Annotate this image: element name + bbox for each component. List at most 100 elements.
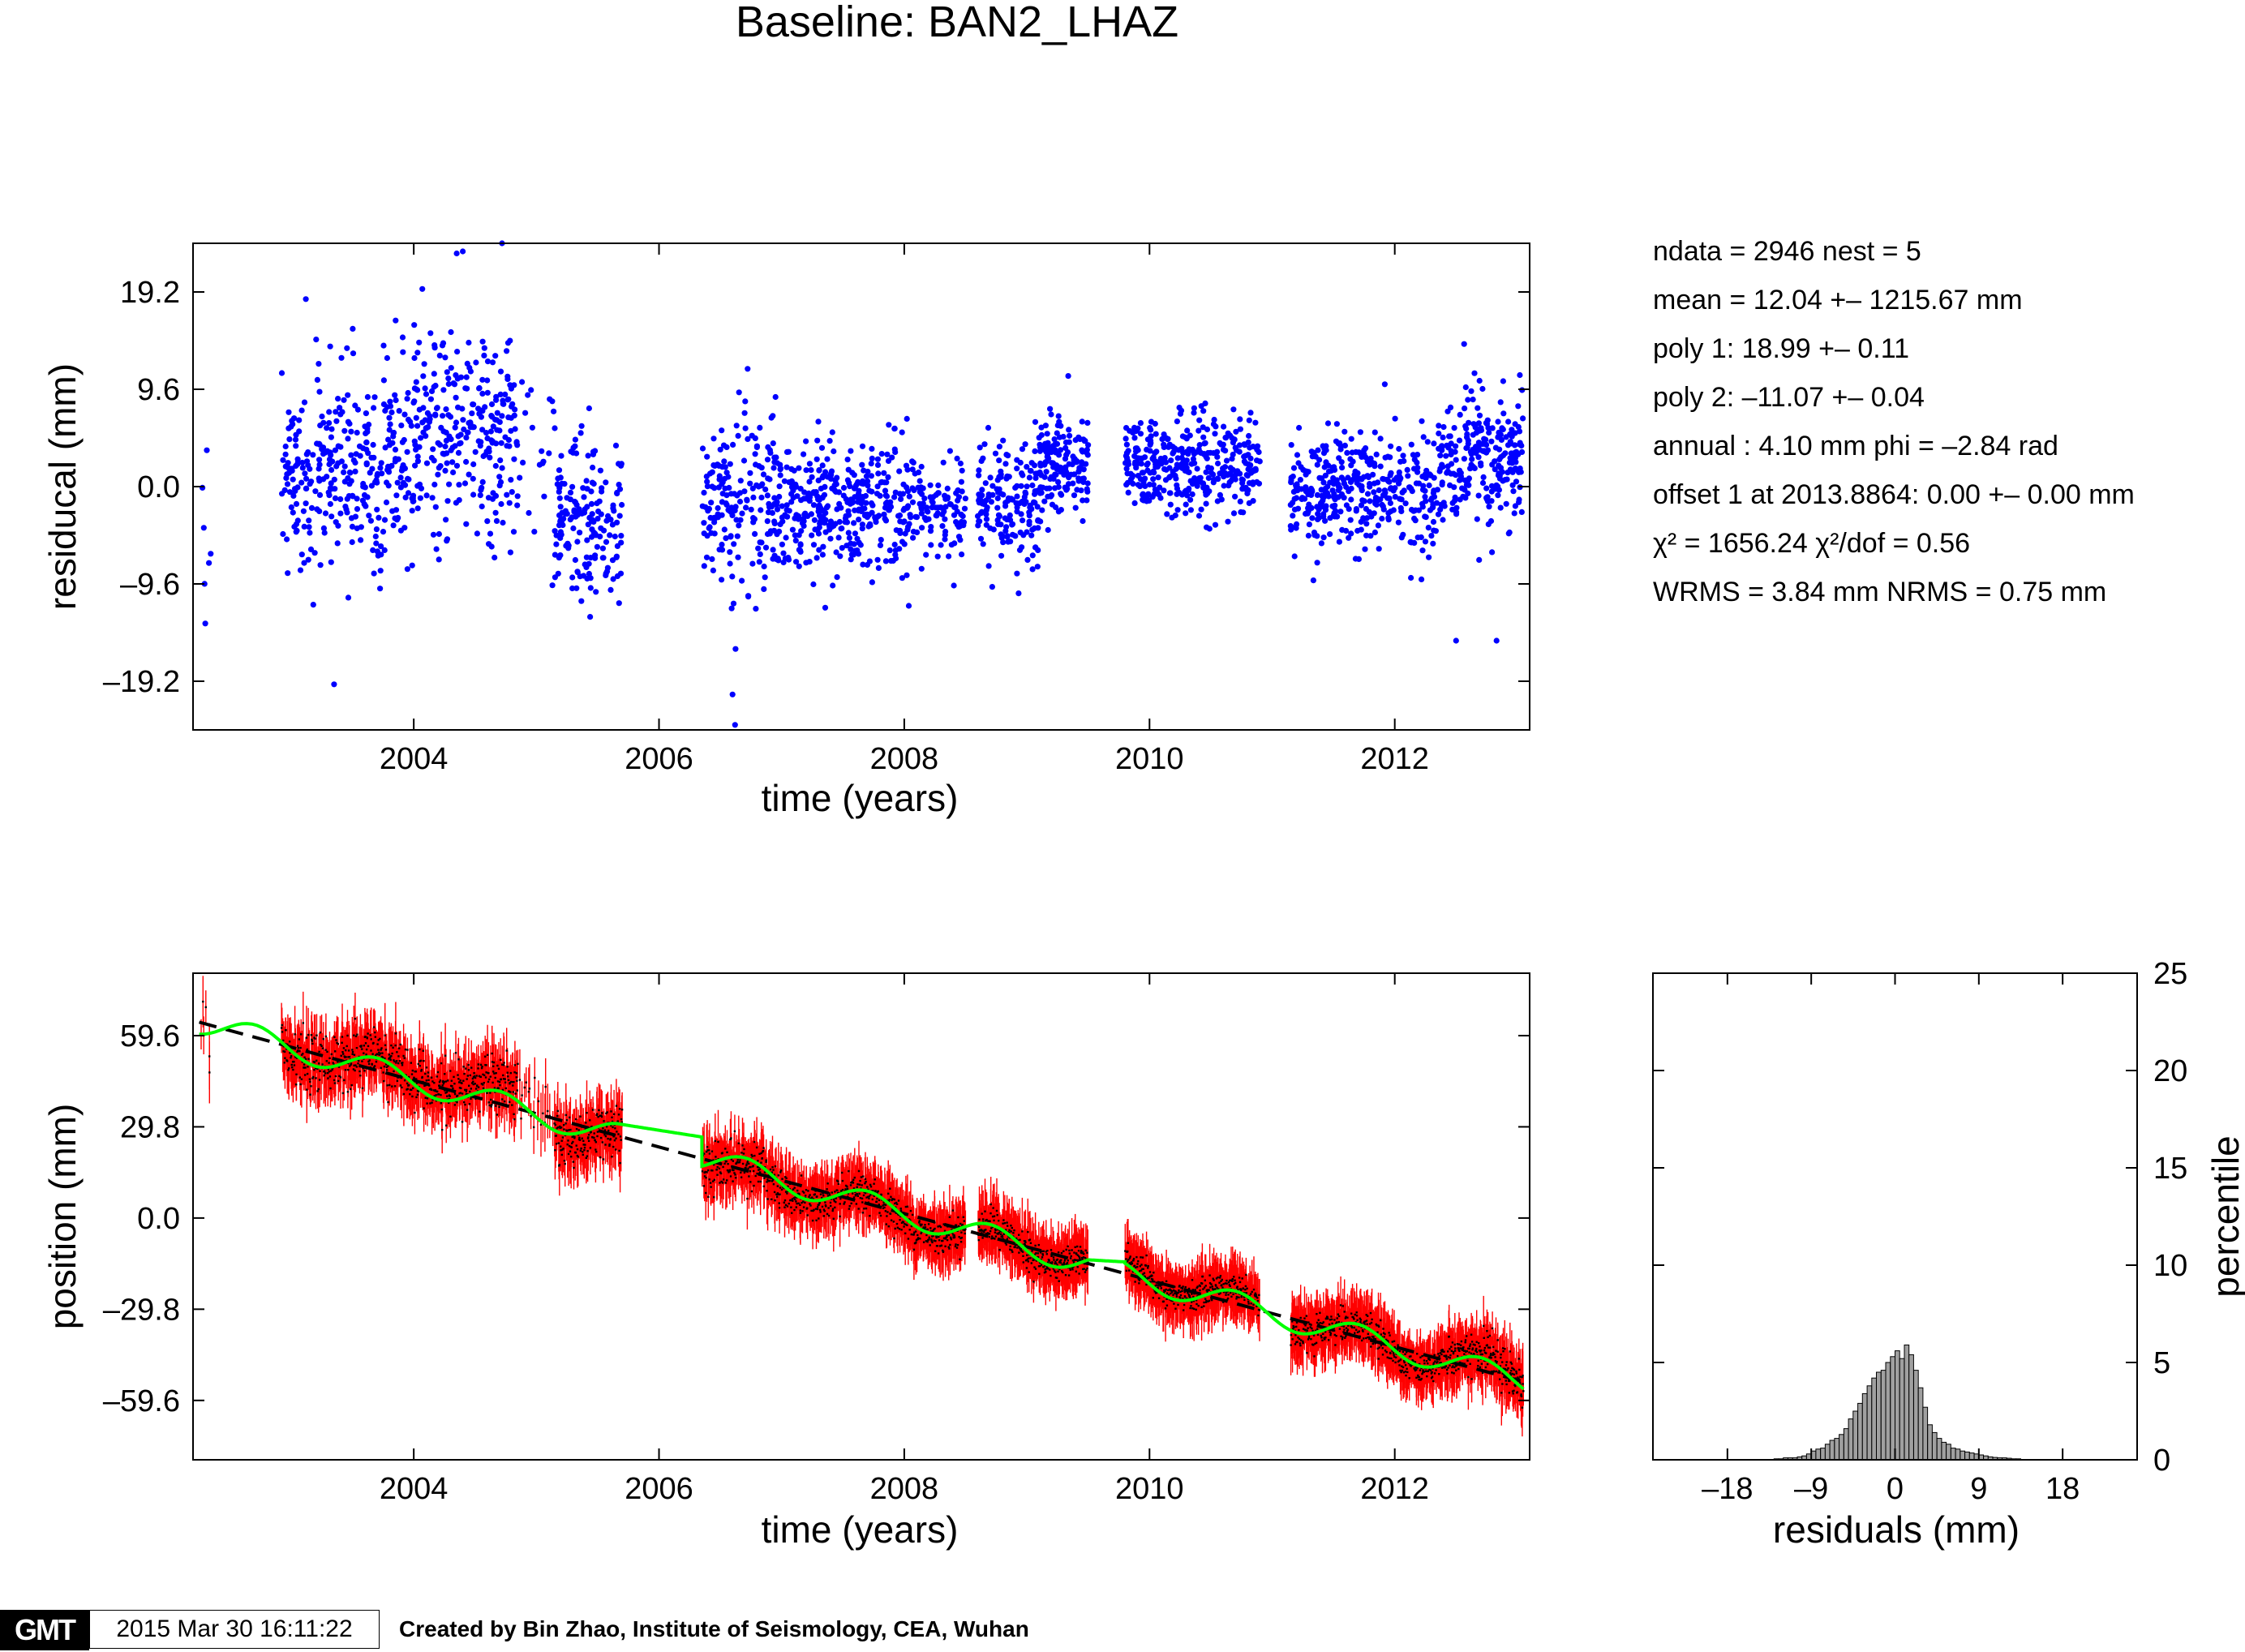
- residual-point: [607, 586, 614, 594]
- residual-point: [394, 479, 401, 486]
- residual-point: [1452, 448, 1458, 455]
- residual-point: [453, 250, 460, 257]
- residual-point: [874, 556, 881, 563]
- residual-point: [1500, 378, 1506, 384]
- residual-point: [1191, 410, 1197, 416]
- residual-point: [613, 553, 620, 560]
- residual-point: [1376, 546, 1382, 552]
- residual-point: [345, 392, 351, 398]
- residual-point: [866, 558, 873, 564]
- residual-point: [1140, 496, 1146, 503]
- residual-point: [346, 469, 353, 476]
- residual-point: [352, 402, 358, 409]
- residual-point: [744, 497, 750, 504]
- residual-point: [1246, 417, 1252, 423]
- residual-point: [423, 425, 430, 431]
- residual-point: [792, 532, 798, 539]
- residual-point: [952, 504, 959, 510]
- residual-point: [946, 553, 952, 560]
- residual-point: [470, 475, 476, 482]
- residual-point: [1041, 474, 1048, 480]
- residual-point: [819, 551, 826, 558]
- residual-point: [350, 493, 356, 500]
- residual-point: [600, 527, 607, 534]
- residual-point: [1007, 539, 1014, 545]
- residual-point: [451, 381, 458, 388]
- residual-point: [1458, 476, 1465, 483]
- residual-point: [1048, 474, 1054, 480]
- residual-point: [783, 448, 791, 456]
- residual-point: [437, 463, 444, 470]
- residual-point: [485, 495, 492, 501]
- residual-point: [745, 593, 752, 599]
- residual-point: [727, 461, 733, 467]
- residual-point: [796, 563, 802, 569]
- residual-point: [704, 483, 711, 490]
- residual-point: [834, 574, 840, 581]
- residual-point: [960, 522, 967, 529]
- residual-point: [1016, 547, 1024, 553]
- residual-point: [1205, 474, 1212, 482]
- residual-point: [1367, 498, 1373, 504]
- residual-point: [788, 499, 795, 505]
- residual-point: [1142, 483, 1148, 490]
- residual-point: [414, 505, 421, 512]
- residual-point: [303, 475, 310, 482]
- residual-point: [1375, 522, 1381, 529]
- residual-point: [581, 494, 587, 500]
- residual-point: [321, 530, 328, 536]
- residual-point: [1133, 448, 1140, 455]
- residual-point: [768, 504, 775, 510]
- residual-point: [416, 339, 423, 345]
- residual-point: [303, 296, 309, 303]
- residual-point: [1019, 517, 1026, 524]
- residual-point: [454, 349, 461, 355]
- residual-point: [874, 461, 882, 469]
- residual-point: [1147, 425, 1153, 431]
- residual-point: [298, 407, 305, 414]
- residual-point: [976, 472, 982, 478]
- residual-point: [504, 491, 510, 498]
- residual-point: [316, 466, 322, 472]
- residual-point: [782, 512, 788, 518]
- residual-point: [470, 401, 476, 408]
- residual-point: [445, 380, 452, 388]
- residual-point: [1352, 556, 1359, 562]
- residual-point: [1000, 437, 1007, 444]
- residual-point: [1026, 474, 1032, 481]
- residual-point: [283, 474, 290, 482]
- residual-point: [384, 479, 390, 486]
- residual-point: [836, 500, 843, 508]
- residual-point: [1318, 540, 1324, 547]
- residual-point: [1437, 506, 1444, 513]
- residual-point: [466, 339, 472, 346]
- residual-point: [279, 491, 285, 497]
- residual-point: [942, 492, 948, 499]
- residual-point: [483, 430, 490, 436]
- residual-point: [405, 475, 411, 483]
- residual-point: [327, 500, 333, 508]
- residual-point: [1359, 497, 1366, 504]
- residual-point: [354, 496, 360, 502]
- residual-point: [878, 537, 884, 543]
- residual-point: [1012, 533, 1019, 539]
- residual-point: [328, 452, 334, 458]
- residual-point: [1190, 456, 1196, 462]
- residual-point: [983, 516, 990, 522]
- residual-point: [947, 500, 953, 508]
- residual-point: [414, 458, 421, 465]
- residual-point: [440, 428, 447, 435]
- residual-point: [497, 368, 504, 375]
- residual-point: [889, 454, 895, 461]
- residual-point: [1174, 507, 1181, 513]
- residual-point: [463, 435, 470, 441]
- residual-point: [492, 462, 499, 470]
- residual-point: [814, 437, 821, 444]
- x-tick-label: 2010: [1115, 742, 1184, 776]
- residual-point: [376, 514, 382, 521]
- residual-point: [299, 459, 306, 466]
- residual-point: [593, 532, 599, 539]
- residual-point: [345, 594, 352, 601]
- residual-point: [808, 467, 814, 474]
- residual-point: [721, 458, 728, 465]
